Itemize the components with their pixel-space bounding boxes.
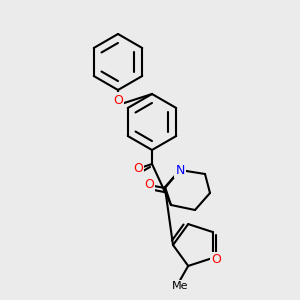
Text: N: N <box>175 164 185 176</box>
Text: O: O <box>144 178 154 191</box>
Text: Me: Me <box>172 281 188 291</box>
Text: O: O <box>133 163 143 176</box>
Text: O: O <box>113 94 123 106</box>
Text: O: O <box>211 254 221 266</box>
